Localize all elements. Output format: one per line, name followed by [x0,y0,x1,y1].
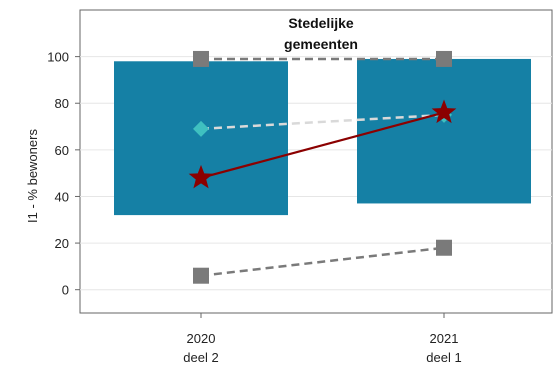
x-tick-label-part: deel 1 [426,350,461,365]
series-line [200,246,445,277]
chart-title-line-1: Stedelijke [288,15,354,31]
range-bars [114,58,531,216]
diamond-marker [193,120,209,137]
square-marker [436,239,452,256]
y-tick-label: 100 [47,50,69,65]
chart-title-line-2: gemeenten [284,36,358,52]
series-line [200,111,445,179]
x-tick-label-year: 2021 [430,331,459,346]
y-axis-title: I1 - % bewoners [25,129,40,223]
y-tick-label: 20 [55,236,69,251]
y-axis: 0 20 40 60 80 100 [47,50,80,298]
x-tick-label-part: deel 2 [183,350,218,365]
series-line [200,113,445,131]
y-tick-label: 40 [55,189,69,204]
square-marker [436,50,452,67]
x-tick-label-year: 2020 [187,331,216,346]
series-group [188,50,457,284]
star-marker [431,99,457,124]
y-tick-label: 80 [55,96,69,111]
square-marker [193,50,209,67]
star-marker [188,164,214,189]
y-tick-label: 60 [55,143,69,158]
range-bar [357,58,531,204]
y-tick-label: 0 [62,283,69,298]
square-marker [193,267,209,284]
x-axis: 2020 deel 2 2021 deel 1 [183,313,462,365]
range-bar [114,61,288,216]
